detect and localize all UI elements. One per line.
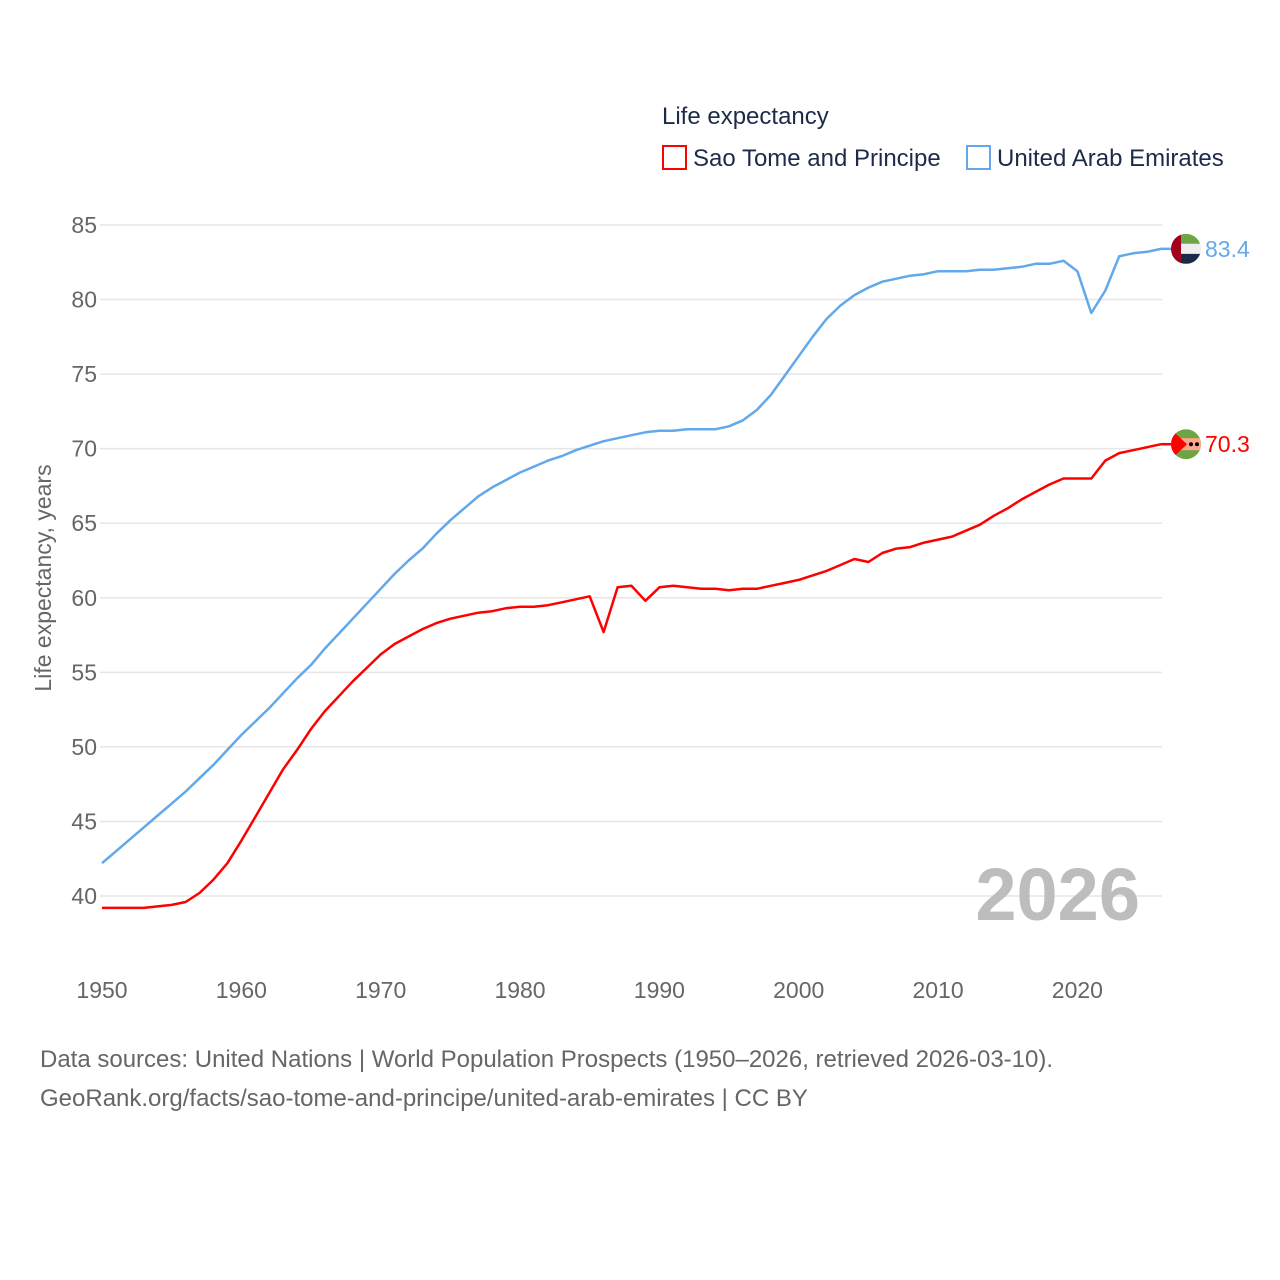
x-tick-label: 2010: [912, 977, 963, 1003]
flag-stripe-black: [1171, 253, 1201, 264]
y-tick-label: 85: [71, 212, 97, 238]
x-tick-label: 1970: [355, 977, 406, 1003]
series-end-label: 70.3: [1205, 431, 1250, 457]
y-axis-ticks: 40 45 50 55 60 65 70 75 80 85: [71, 212, 97, 909]
flag-star: [1189, 442, 1193, 447]
y-tick-label: 40: [71, 883, 97, 909]
flag-stripe-white: [1171, 243, 1201, 254]
sao-tome-and-principe-flag-icon: [1171, 429, 1201, 460]
y-tick-label: 55: [71, 659, 97, 685]
legend-label: Sao Tome and Principe: [693, 145, 941, 172]
legend-item-uae[interactable]: United Arab Emirates: [966, 145, 1224, 172]
flag-stripe-green: [1171, 233, 1201, 244]
flag-band-red: [1171, 233, 1181, 264]
y-axis-label: Life expectancy, years: [30, 464, 56, 691]
y-tick-label: 70: [71, 436, 97, 462]
y-tick-label: 75: [71, 361, 97, 387]
flag-body: [1171, 429, 1201, 460]
x-axis-ticks: 1950 1960 1970 1980 1990 2000 2010 2020: [76, 977, 1103, 1003]
x-tick-label: 2000: [773, 977, 824, 1003]
y-tick-label: 60: [71, 585, 97, 611]
legend-item-sao-tome[interactable]: Sao Tome and Principe: [662, 145, 941, 172]
legend-swatch: [662, 145, 687, 170]
series-line-united-arab-emirates: [101, 247, 1162, 865]
legend-swatch: [966, 145, 991, 170]
united-arab-emirates-flag-icon: [1171, 233, 1201, 264]
x-tick-label: 1990: [634, 977, 685, 1003]
flag-body: [1171, 233, 1201, 264]
series-lines: [101, 247, 1162, 910]
x-tick-label: 2020: [1052, 977, 1103, 1003]
year-watermark: 2026: [975, 853, 1140, 936]
x-tick-label: 1980: [494, 977, 545, 1003]
y-tick-label: 45: [71, 808, 97, 834]
legend-label: United Arab Emirates: [997, 145, 1224, 172]
x-tick-label: 1960: [216, 977, 267, 1003]
y-tick-label: 65: [71, 510, 97, 536]
gridlines: [100, 224, 1162, 897]
flag-triangle-red: [1171, 429, 1187, 460]
flag-star: [1195, 442, 1199, 447]
source-link[interactable]: GeoRank.org/facts/sao-tome-and-principe/…: [40, 1085, 808, 1112]
y-tick-label: 80: [71, 287, 97, 313]
series-end-label: 83.4: [1205, 236, 1250, 262]
series-end-markers: 70.3 83.4: [1161, 233, 1250, 460]
y-tick-label: 50: [71, 734, 97, 760]
series-line-sao-tome-and-principe: [102, 442, 1162, 910]
source-note: Data sources: United Nations | World Pop…: [40, 1046, 1054, 1073]
legend: Life expectancy Sao Tome and Principe Un…: [662, 103, 1224, 172]
legend-title: Life expectancy: [662, 103, 829, 130]
x-tick-label: 1950: [76, 977, 127, 1003]
